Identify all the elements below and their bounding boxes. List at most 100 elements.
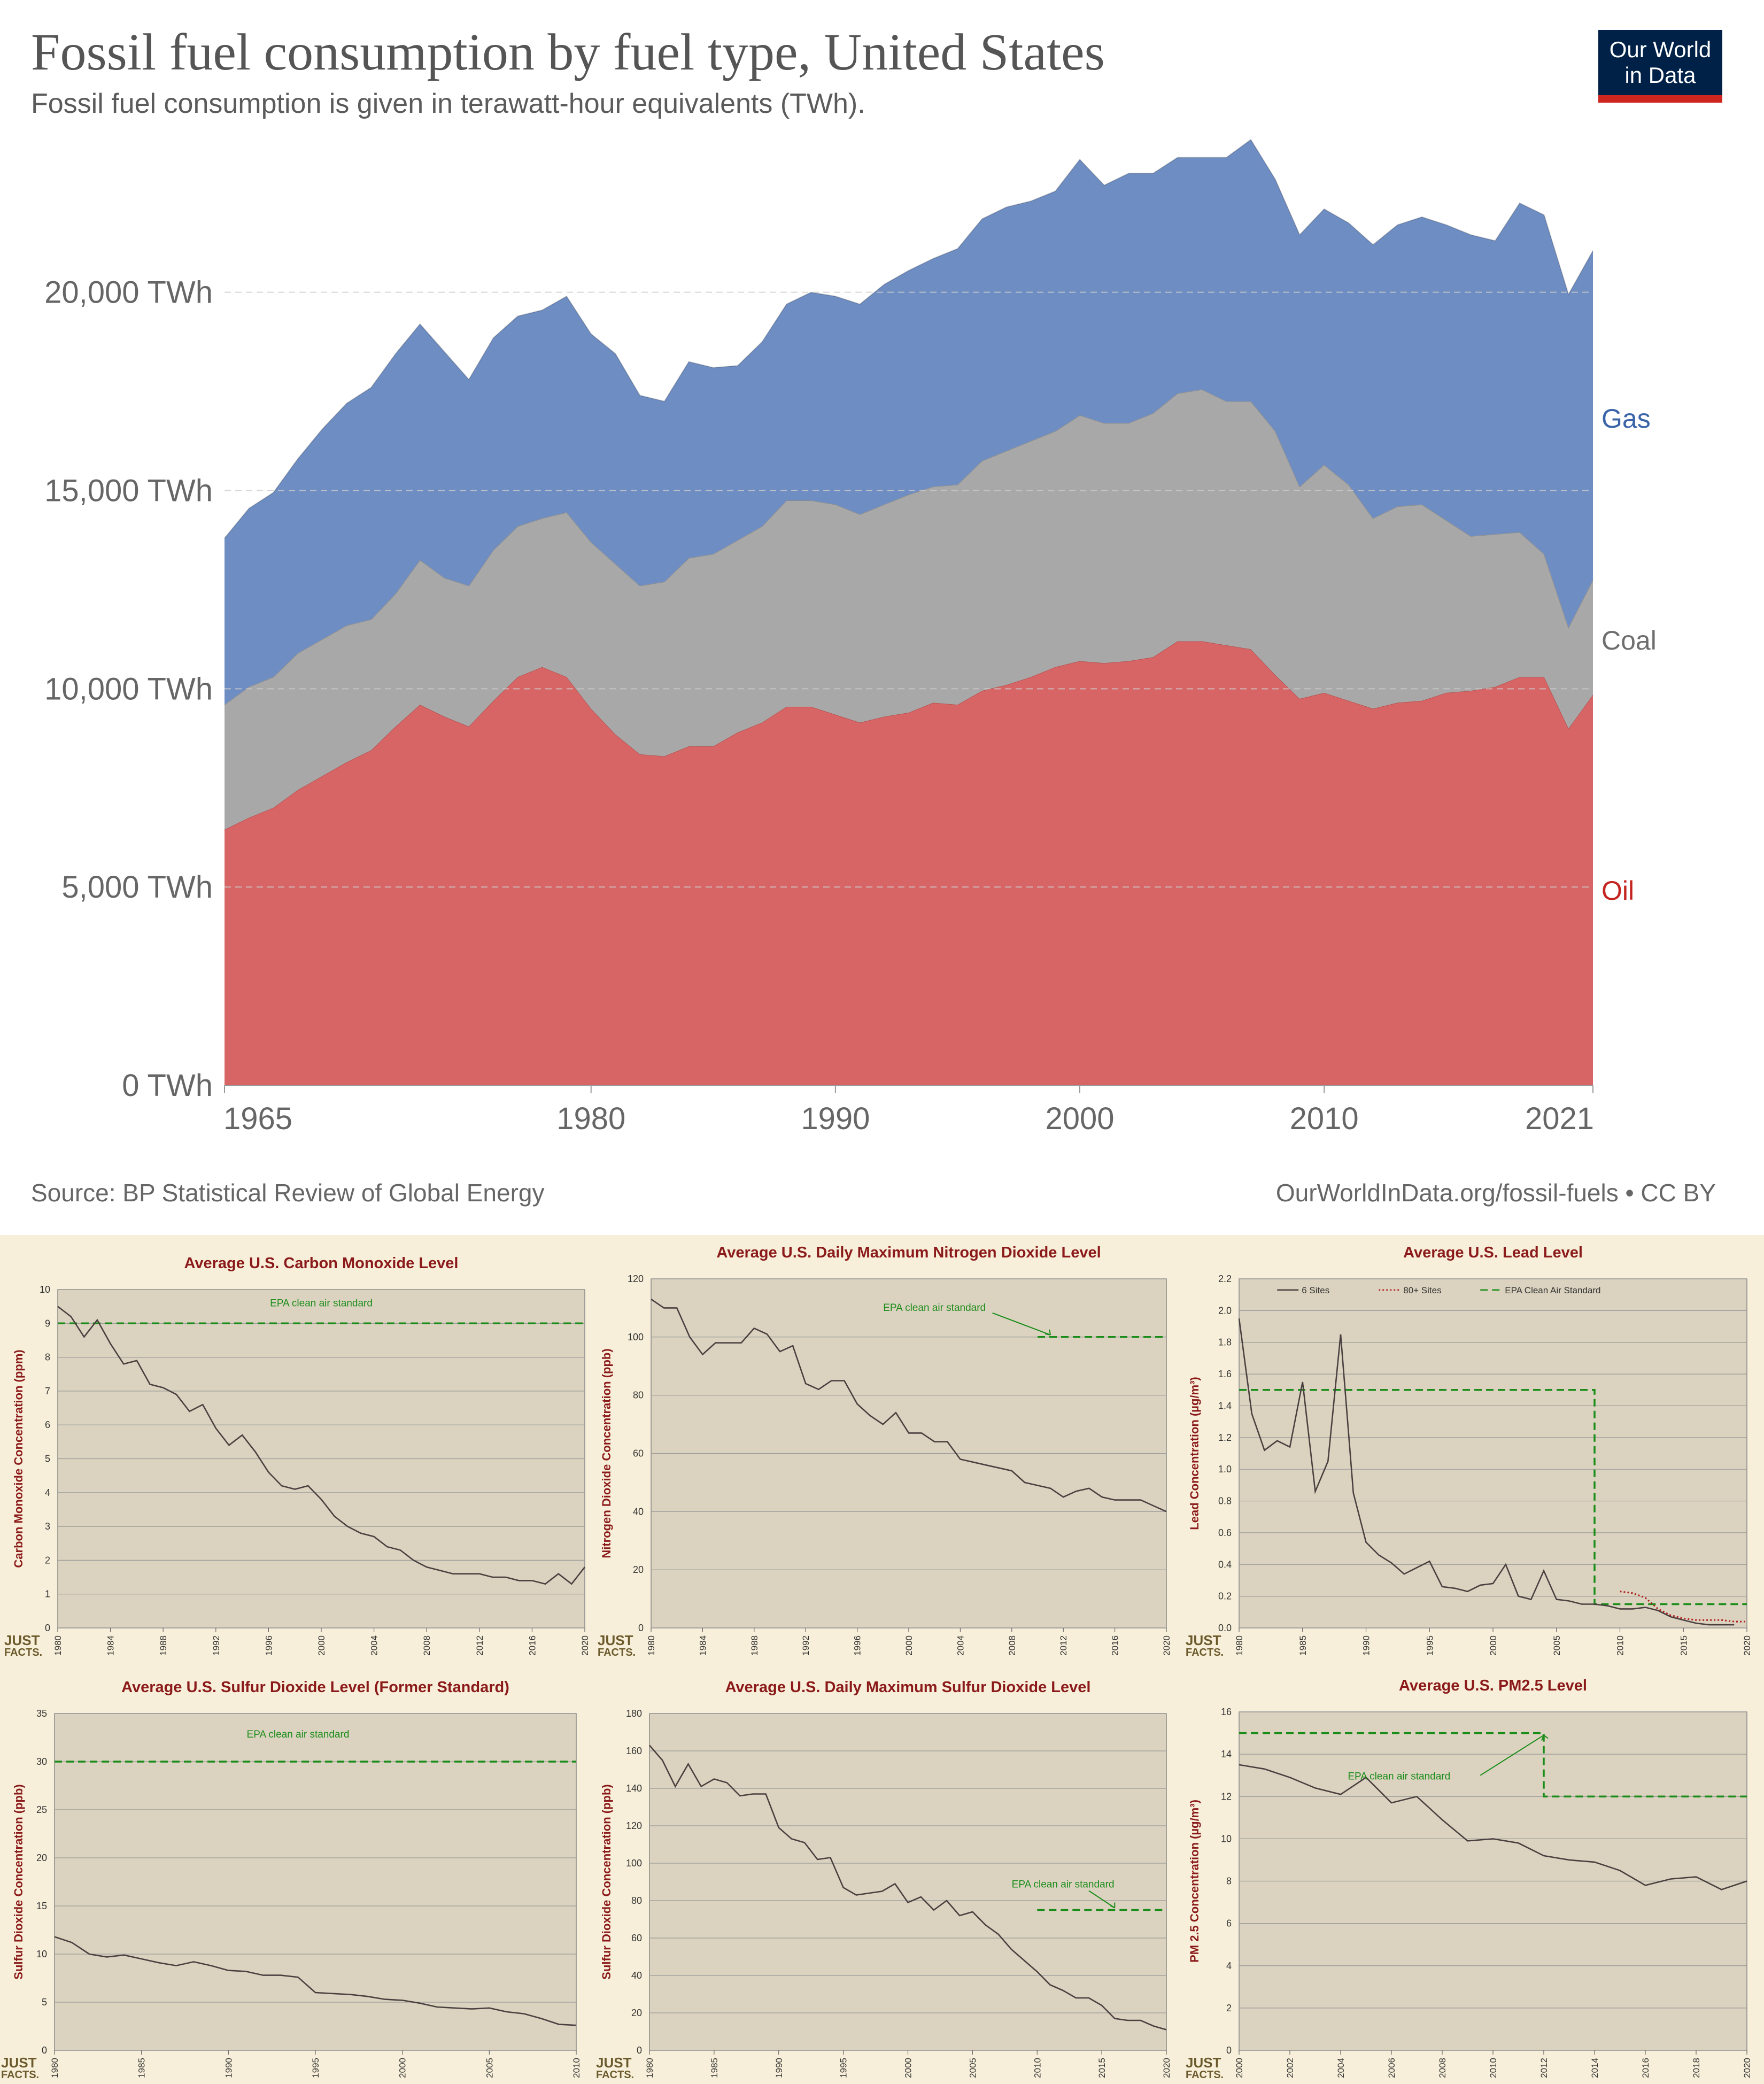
series-line-6-sites[interactable] (1238, 1318, 1735, 1626)
co-chart: Average U.S. Carbon Monoxide Level 0 1 2 3 4 5… (4, 1255, 588, 1657)
plot-area (1239, 1278, 1747, 1628)
annotation-arrow (1480, 1734, 1549, 1776)
x-tick-label: 2010 (1615, 1635, 1626, 1656)
y-tick-label: 1.0 (1218, 1464, 1232, 1475)
legend-label: 6 Sites (1302, 1285, 1329, 1295)
x-tick-label: 2000 (316, 1635, 327, 1656)
x-tick-label: 2005 (1552, 1635, 1562, 1656)
x-tick-label: 2018 (1691, 2058, 1701, 2078)
watermark-line-2: FACTS. (4, 1647, 42, 1657)
x-tick-label: 2000 (904, 1635, 914, 1656)
y-tick-label: 100 (628, 1332, 644, 1342)
y-tick-label: 100 (626, 1858, 642, 1869)
y-tick-label: 0.4 (1218, 1559, 1232, 1570)
watermark-line-2: FACTS. (1186, 2069, 1224, 2081)
panel-title: Average U.S. Daily Maximum Nitrogen Diox… (716, 1244, 1101, 1261)
watermark-line-1: JUST (4, 1632, 40, 1648)
x-tick-label: 1995 (311, 2058, 321, 2078)
standard-annotation: EPA clean air standard (270, 1298, 373, 1309)
panel-title: Average U.S. Sulfur Dioxide Level (Forme… (121, 1679, 509, 1696)
x-tick-label: 1996 (853, 1635, 863, 1656)
owid-logo[interactable]: Our World in Data (1598, 30, 1722, 103)
y-axis-label: Sulfur Dioxide Concentration (ppb) (600, 1784, 613, 1979)
x-tick-label: 1995 (839, 2058, 849, 2078)
chart-title: Fossil fuel consumption by fuel type, Un… (31, 24, 1105, 81)
y-tick-label: 1 (45, 1589, 50, 1600)
y-tick-label: 2 (45, 1555, 50, 1565)
y-tick-label: 0.2 (1218, 1591, 1232, 1602)
y-tick-label: 20 (631, 2008, 642, 2018)
y-tick-label: 2.0 (1218, 1305, 1232, 1316)
x-tick-label: 2015 (1678, 1635, 1689, 1656)
chart-subtitle: Fossil fuel consumption is given in tera… (31, 88, 865, 119)
series-line-co[interactable] (57, 1306, 586, 1585)
y-tick-label: 30 (36, 1756, 47, 1767)
x-tick-label: 2008 (1007, 1635, 1017, 1656)
x-tick-label: 2006 (1387, 2058, 1397, 2078)
x-tick-label: 1980 (646, 1635, 656, 1656)
y-tick-label: 4 (45, 1487, 50, 1498)
watermark-line-1: JUST (1186, 1632, 1221, 1648)
x-tick-label: 2008 (1437, 2058, 1448, 2078)
watermark-line-2: FACTS. (596, 2069, 634, 2081)
plot-area (649, 1713, 1167, 2051)
watermark-line-2: FACTS. (1186, 1647, 1224, 1657)
gas-area-edge (224, 138, 1593, 539)
plot-area (54, 1713, 577, 2051)
pm25-chart: Average U.S. PM2.5 Level 0 2 4 6 8 10 12 14 16 200… (1186, 1677, 1752, 2081)
x-tick-label: 2021 (1525, 1101, 1594, 1136)
x-tick-label: 2020 (580, 1635, 588, 1656)
y-tick-label: 8 (45, 1352, 50, 1363)
y-tick-label: 9 (45, 1318, 50, 1329)
series-line-no2[interactable] (651, 1299, 1167, 1512)
y-tick-label: 140 (626, 1783, 642, 1794)
legend-label: EPA Clean Air Standard (1505, 1285, 1600, 1295)
y-tick-label: 120 (626, 1820, 642, 1831)
x-tick-label: 2020 (1742, 1635, 1752, 1656)
y-tick-label: 15,000 TWh (44, 474, 213, 508)
series-line-so2[interactable] (649, 1745, 1167, 2031)
series-line-pm2-5[interactable] (1239, 1764, 1747, 1890)
standard-annotation: EPA clean air standard (1348, 1771, 1450, 1782)
pm25-chart-panel: Average U.S. PM2.5 Level 0 2 4 6 8 10 12 14 16 200… (1176, 1657, 1764, 2084)
series-line-so2[interactable] (54, 1936, 577, 2026)
y-tick-label: 60 (633, 1448, 644, 1459)
y-tick-label: 4 (1226, 1960, 1232, 1971)
series-line-80-sites[interactable] (1620, 1591, 1747, 1623)
oil-area[interactable] (225, 641, 1593, 1085)
x-tick-label: 2016 (1641, 2058, 1651, 2078)
x-tick-label: 1980 (50, 2058, 60, 2078)
coal-area[interactable] (225, 389, 1593, 830)
y-tick-label: 16 (1221, 1707, 1232, 1717)
y-tick-label: 1.8 (1218, 1337, 1232, 1348)
gas-area[interactable] (225, 140, 1593, 705)
so2_max-chart: Average U.S. Daily Maximum Sulfur Dioxid… (596, 1679, 1172, 2081)
x-tick-label: 1984 (698, 1635, 708, 1656)
y-tick-label: 6 (45, 1419, 50, 1430)
watermark-line-1: JUST (596, 2055, 632, 2071)
x-tick-label: 2008 (422, 1635, 432, 1656)
watermark-line-1: JUST (1186, 2055, 1221, 2071)
y-axis-label: Lead Concentration (µg/m³) (1188, 1377, 1201, 1530)
x-tick-label: 2020 (1742, 2058, 1752, 2078)
y-tick-label: 0 (637, 2045, 642, 2056)
y-tick-label: 0 TWh (122, 1068, 213, 1103)
panel-title: Average U.S. Daily Maximum Sulfur Dioxid… (725, 1679, 1091, 1696)
x-tick-label: 2010 (1290, 1101, 1359, 1136)
annotation-arrow (992, 1312, 1051, 1336)
x-tick-label: 1980 (1234, 1635, 1244, 1656)
y-tick-label: 15 (36, 1901, 47, 1911)
y-tick-label: 80 (631, 1895, 642, 1906)
y-tick-label: 25 (36, 1804, 47, 1815)
y-tick-label: 5 (45, 1454, 50, 1464)
co-chart-panel: Average U.S. Carbon Monoxide Level 0 1 2 3 4 5… (0, 1235, 588, 1657)
y-tick-label: 5 (42, 1997, 47, 2008)
license-link[interactable]: OurWorldInData.org/fossil-fuels • CC BY (1275, 1179, 1716, 1207)
x-tick-label: 1965 (223, 1101, 292, 1136)
logo-line-1: Our World (1609, 37, 1712, 62)
x-tick-label: 1980 (53, 1635, 63, 1656)
x-tick-label: 1990 (1361, 1635, 1372, 1656)
x-tick-label: 2000 (1234, 2058, 1244, 2078)
legend-label: 80+ Sites (1403, 1285, 1441, 1295)
y-tick-label: 0 (42, 2045, 47, 2056)
